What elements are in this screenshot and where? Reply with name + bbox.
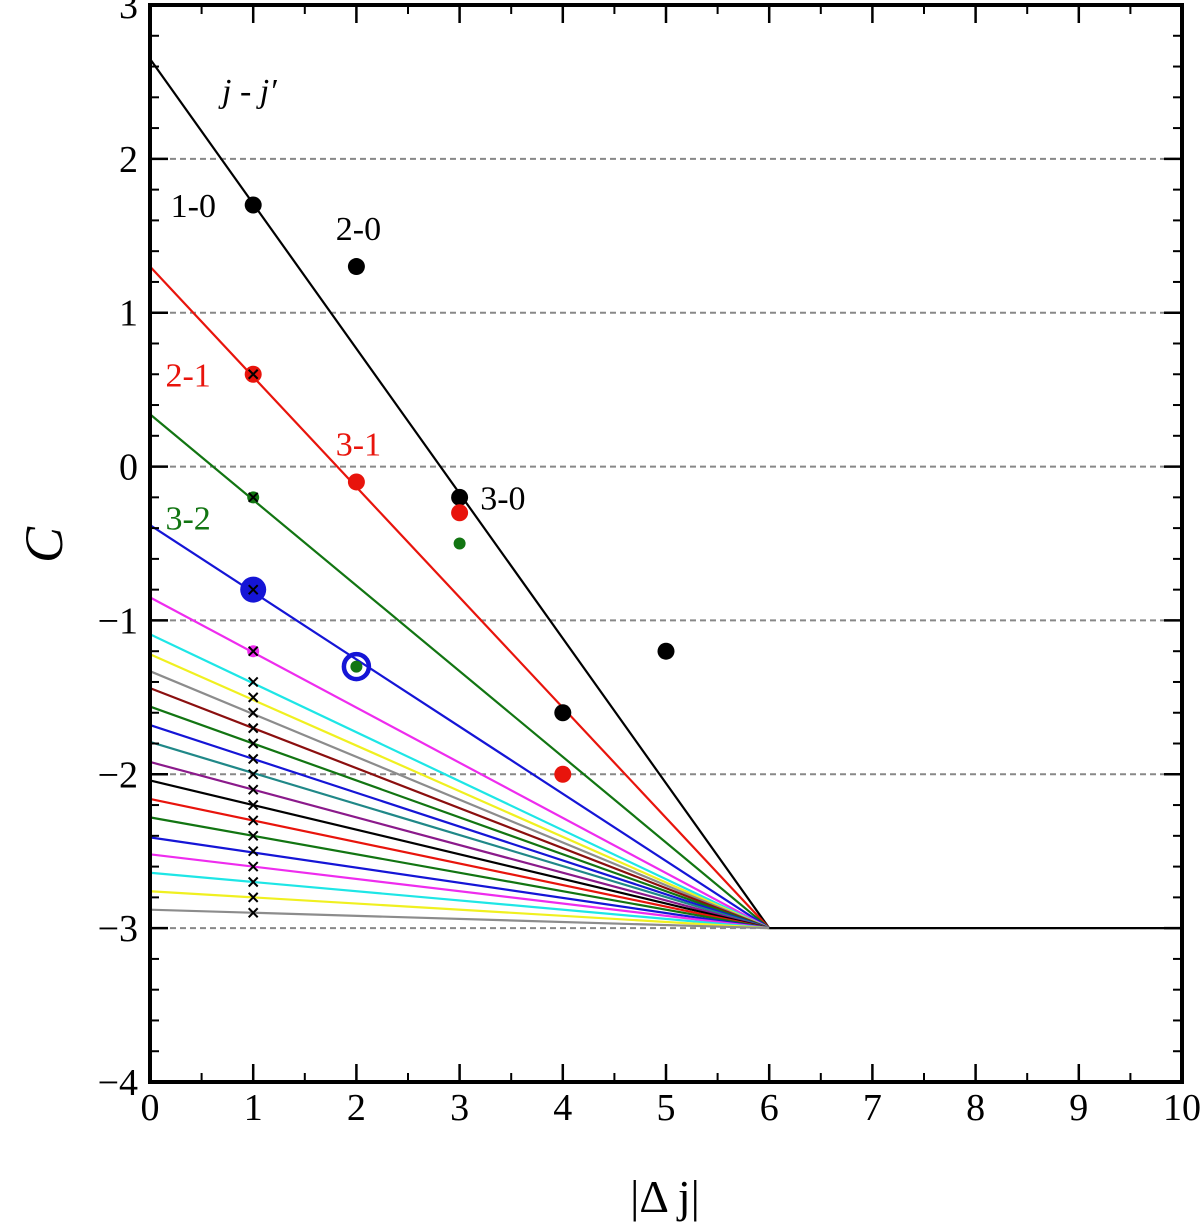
x-tick-label: 4 bbox=[553, 1087, 572, 1129]
cross-marker bbox=[247, 492, 259, 503]
cross-marker bbox=[247, 876, 259, 888]
data-point bbox=[453, 537, 466, 550]
cross-marker bbox=[247, 892, 259, 903]
cross-marker bbox=[247, 815, 259, 826]
cross-marker bbox=[247, 753, 259, 765]
y-tick-label: −1 bbox=[98, 600, 138, 642]
data-point bbox=[451, 488, 469, 506]
y-tick-label: 0 bbox=[119, 447, 138, 489]
x-tick-label: 8 bbox=[966, 1087, 985, 1129]
x-tick-label: 2 bbox=[347, 1087, 366, 1129]
cross-marker bbox=[247, 707, 259, 718]
cross-marker bbox=[247, 846, 259, 857]
data-point bbox=[347, 258, 365, 276]
cross-marker bbox=[247, 676, 259, 688]
x-tick-label: 5 bbox=[657, 1087, 676, 1129]
cross-marker bbox=[247, 784, 259, 795]
x-tick-label: 0 bbox=[141, 1087, 160, 1129]
cross-marker bbox=[247, 645, 259, 657]
cross-marker bbox=[247, 861, 259, 872]
series-annotation: 2-1 bbox=[165, 357, 210, 394]
y-tick-label: −2 bbox=[98, 754, 138, 796]
series-annotation: 3-1 bbox=[336, 426, 381, 463]
x-tick-label: 6 bbox=[760, 1087, 779, 1129]
cross-marker bbox=[247, 722, 259, 734]
legend-title: j - j′ bbox=[218, 73, 277, 110]
cross-marker bbox=[247, 584, 259, 595]
data-point bbox=[350, 660, 363, 673]
x-tick-label: 10 bbox=[1163, 1087, 1200, 1129]
annotation-layer: 1-0 2-0 2-1 3-1 3-0 3-2 bbox=[165, 188, 525, 537]
cross-marker bbox=[247, 369, 259, 380]
x-tick-label: 3 bbox=[450, 1087, 469, 1129]
series-annotation: 1-0 bbox=[171, 188, 216, 225]
x-axis-title: |Δ j| bbox=[630, 1171, 700, 1222]
data-point bbox=[451, 504, 469, 522]
x-tick-label: 1 bbox=[244, 1087, 263, 1129]
series-annotation: 2-0 bbox=[336, 211, 381, 248]
grid-layer bbox=[150, 157, 1182, 930]
y-tick-label: −4 bbox=[98, 1062, 138, 1104]
series-line bbox=[149, 653, 770, 930]
data-point bbox=[554, 704, 572, 722]
y-tick-label: 2 bbox=[119, 139, 138, 181]
y-axis-title: C bbox=[14, 526, 74, 563]
x-tick-label: 7 bbox=[863, 1087, 882, 1129]
series-annotation: 3-2 bbox=[165, 500, 210, 537]
data-point bbox=[244, 196, 262, 214]
data-point-ring bbox=[341, 651, 372, 682]
y-tick-label: −3 bbox=[98, 908, 138, 950]
data-point bbox=[554, 765, 572, 783]
y-tick-label: 1 bbox=[119, 293, 138, 335]
series-annotation: 3-0 bbox=[480, 480, 525, 517]
y-tick-label: 3 bbox=[119, 0, 138, 27]
cross-marker bbox=[247, 692, 259, 703]
cross-marker bbox=[247, 907, 259, 918]
cross-marker bbox=[247, 738, 259, 749]
cross-marker bbox=[247, 830, 259, 842]
cross-layer bbox=[247, 369, 259, 918]
cross-marker bbox=[247, 799, 259, 811]
data-point bbox=[347, 473, 365, 491]
cross-marker bbox=[247, 769, 259, 780]
data-point bbox=[657, 642, 675, 660]
x-tick-label: 9 bbox=[1069, 1087, 1088, 1129]
